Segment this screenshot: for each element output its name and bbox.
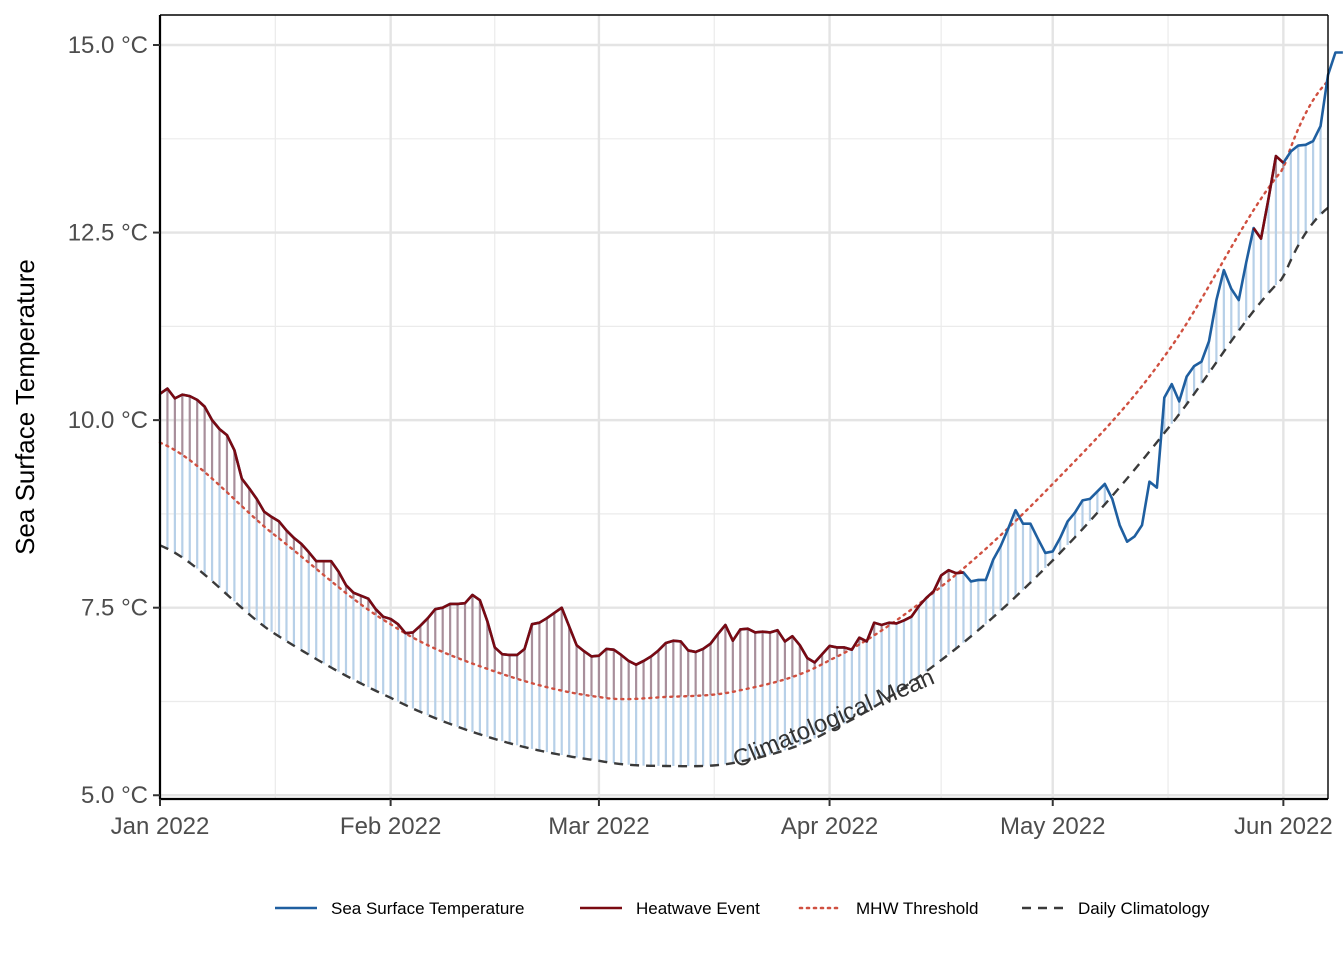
legend-label: Daily Climatology bbox=[1078, 899, 1210, 918]
climatology-line bbox=[159, 206, 1329, 768]
x-axis: Jan 2022 Feb 2022 Mar 2022 Apr 2022 May 2022… bbox=[111, 799, 1333, 840]
y-axis-title: Sea Surface Temperature bbox=[10, 259, 40, 555]
panel-border bbox=[158, 14, 1329, 801]
legend: Sea Surface Temperature Heatwave Event MHW… bbox=[275, 899, 1210, 918]
x-tick-label: Jun 2022 bbox=[1234, 813, 1333, 840]
heatwave-line bbox=[159, 387, 964, 667]
y-tick-label: 5.0 °C bbox=[81, 782, 148, 809]
x-tick-label: Apr 2022 bbox=[781, 813, 878, 840]
legend-label: Heatwave Event bbox=[636, 899, 760, 918]
y-tick-label: 12.5 °C bbox=[68, 220, 148, 247]
heatwave-line bbox=[1252, 154, 1285, 240]
y-axis: 5.0 °C 7.5 °C 10.0 °C 12.5 °C 15.0 °C bbox=[68, 32, 160, 809]
x-tick-label: Jan 2022 bbox=[111, 813, 210, 840]
threshold-line bbox=[158, 79, 1330, 701]
x-tick-label: Mar 2022 bbox=[548, 813, 649, 840]
anomaly-fill bbox=[158, 75, 1330, 767]
y-tick-label: 7.5 °C bbox=[81, 595, 148, 622]
y-tick-label: 10.0 °C bbox=[68, 407, 148, 434]
x-tick-label: May 2022 bbox=[1000, 813, 1105, 840]
x-tick-label: Feb 2022 bbox=[340, 813, 441, 840]
legend-label: Sea Surface Temperature bbox=[331, 899, 524, 918]
plot-background bbox=[160, 15, 1328, 799]
legend-label: MHW Threshold bbox=[856, 899, 979, 918]
grid-minor bbox=[160, 15, 1328, 799]
series-lines bbox=[158, 51, 1343, 768]
y-tick-label: 15.0 °C bbox=[68, 32, 148, 59]
